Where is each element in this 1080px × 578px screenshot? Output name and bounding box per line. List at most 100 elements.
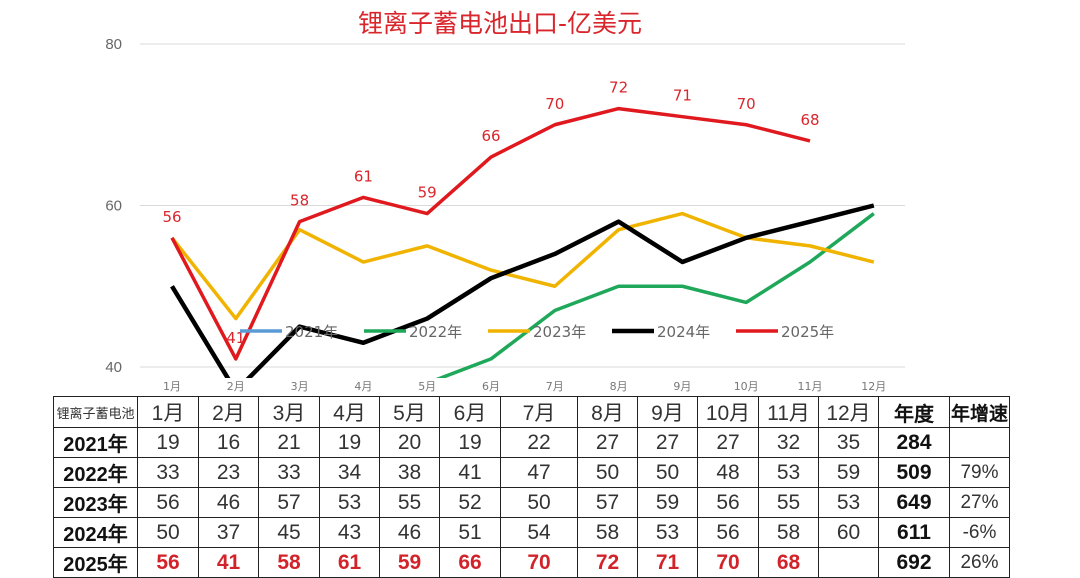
table-row: 2025年 56 41 58 61 59 66 70 72 71 70 68 692 26% bbox=[53, 547, 1010, 578]
value-cell: 46 bbox=[379, 517, 440, 548]
x-tick-label: 8月 bbox=[610, 380, 628, 393]
value-cell: 45 bbox=[258, 517, 320, 548]
growth-cell: 27% bbox=[949, 487, 1010, 518]
legend-label: 2023年 bbox=[533, 323, 586, 341]
month-header: 2月 bbox=[198, 396, 259, 428]
value-cell: 50 bbox=[500, 487, 578, 518]
value-cell: 27 bbox=[697, 427, 759, 458]
total-cell: 649 bbox=[878, 487, 950, 518]
legend-label: 2022年 bbox=[409, 323, 462, 341]
value-cell: 68 bbox=[758, 547, 819, 578]
data-table: 锂离子蓄电池 1月 2月 3月 4月 5月 6月 7月 8月 9月 10月 11月 12月 年度 年增速 20… bbox=[53, 396, 1010, 578]
data-label: 59 bbox=[418, 184, 437, 202]
value-cell: 58 bbox=[577, 517, 638, 548]
total-cell: 284 bbox=[878, 427, 950, 458]
value-cell: 21 bbox=[258, 427, 320, 458]
value-cell: 33 bbox=[258, 457, 320, 488]
data-label: 68 bbox=[800, 111, 819, 129]
value-cell: 56 bbox=[137, 487, 199, 518]
value-cell: 19 bbox=[439, 427, 501, 458]
legend-label: 2021年 bbox=[285, 323, 338, 341]
value-cell: 47 bbox=[500, 457, 578, 488]
x-tick-label: 10月 bbox=[734, 380, 759, 393]
value-cell: 16 bbox=[198, 427, 259, 458]
y-tick-label: 40 bbox=[105, 359, 122, 376]
row-year: 2025年 bbox=[53, 547, 138, 578]
value-cell: 60 bbox=[818, 517, 879, 548]
month-header: 8月 bbox=[577, 396, 638, 428]
value-cell: 38 bbox=[379, 457, 440, 488]
series-line-2022年 bbox=[435, 212, 875, 378]
row-year: 2024年 bbox=[53, 517, 138, 548]
value-cell: 50 bbox=[577, 457, 638, 488]
series-line-2025年 bbox=[170, 106, 811, 361]
row-year: 2021年 bbox=[53, 427, 138, 458]
table-row: 2023年 56 46 57 53 55 52 50 57 59 56 55 53 649 27% bbox=[53, 487, 1010, 518]
value-cell: 23 bbox=[198, 457, 259, 488]
data-label: 61 bbox=[354, 167, 373, 185]
data-label: 41 bbox=[226, 329, 245, 347]
value-cell: 72 bbox=[577, 547, 638, 578]
growth-header: 年增速 bbox=[949, 396, 1010, 428]
data-label: 58 bbox=[290, 192, 309, 210]
value-cell: 27 bbox=[577, 427, 638, 458]
value-cell: 52 bbox=[439, 487, 501, 518]
value-cell: 22 bbox=[500, 427, 578, 458]
value-cell: 27 bbox=[637, 427, 698, 458]
data-label: 72 bbox=[609, 79, 628, 97]
row-year: 2022年 bbox=[53, 457, 138, 488]
x-tick-label: 9月 bbox=[673, 380, 691, 393]
x-tick-label: 5月 bbox=[418, 380, 436, 393]
data-label: 66 bbox=[481, 127, 500, 145]
total-cell: 509 bbox=[878, 457, 950, 488]
legend-label: 2025年 bbox=[781, 323, 834, 341]
value-cell: 66 bbox=[439, 547, 501, 578]
value-cell: 54 bbox=[500, 517, 578, 548]
value-cell bbox=[818, 547, 879, 578]
x-tick-label: 3月 bbox=[291, 380, 309, 393]
value-cell: 50 bbox=[637, 457, 698, 488]
month-header: 6月 bbox=[439, 396, 501, 428]
value-cell: 35 bbox=[818, 427, 879, 458]
x-tick-label: 2月 bbox=[227, 380, 245, 393]
month-header: 4月 bbox=[319, 396, 380, 428]
data-label: 71 bbox=[673, 87, 692, 105]
value-cell: 56 bbox=[697, 517, 759, 548]
value-cell: 53 bbox=[818, 487, 879, 518]
x-tick-label: 7月 bbox=[546, 380, 564, 393]
chart-title: 锂离子蓄电池出口-亿美元 bbox=[357, 9, 643, 38]
total-header: 年度 bbox=[878, 396, 950, 428]
y-tick-label: 60 bbox=[105, 198, 122, 215]
month-header: 3月 bbox=[258, 396, 320, 428]
month-header: 12月 bbox=[818, 396, 879, 428]
month-header: 5月 bbox=[379, 396, 440, 428]
value-cell: 56 bbox=[697, 487, 759, 518]
value-cell: 55 bbox=[758, 487, 819, 518]
data-label: 56 bbox=[162, 208, 181, 226]
value-cell: 58 bbox=[258, 547, 320, 578]
total-cell: 611 bbox=[878, 517, 950, 548]
value-cell: 53 bbox=[319, 487, 380, 518]
x-tick-label: 4月 bbox=[354, 380, 372, 393]
month-header: 1月 bbox=[137, 396, 199, 428]
month-header: 11月 bbox=[758, 396, 819, 428]
table-row: 2021年 19 16 21 19 20 19 22 27 27 27 32 35 284 bbox=[53, 427, 1010, 458]
value-cell: 53 bbox=[758, 457, 819, 488]
value-cell: 43 bbox=[319, 517, 380, 548]
value-cell: 48 bbox=[697, 457, 759, 488]
value-cell: 55 bbox=[379, 487, 440, 518]
legend-label: 2024年 bbox=[657, 323, 710, 341]
value-cell: 53 bbox=[637, 517, 698, 548]
data-label: 70 bbox=[737, 95, 756, 113]
value-cell: 51 bbox=[439, 517, 501, 548]
growth-cell: 79% bbox=[949, 457, 1010, 488]
series-line-2024年 bbox=[170, 203, 875, 378]
table-header-row: 锂离子蓄电池 1月 2月 3月 4月 5月 6月 7月 8月 9月 10月 11月 12月 年度 年增速 bbox=[53, 396, 1010, 428]
value-cell: 20 bbox=[379, 427, 440, 458]
table-row: 2022年 33 23 33 34 38 41 47 50 50 48 53 59 509 79% bbox=[53, 457, 1010, 488]
x-tick-label: 12月 bbox=[861, 380, 886, 393]
month-header: 10月 bbox=[697, 396, 759, 428]
growth-cell bbox=[949, 427, 1010, 458]
value-cell: 56 bbox=[137, 547, 199, 578]
x-tick-label: 11月 bbox=[798, 380, 823, 393]
